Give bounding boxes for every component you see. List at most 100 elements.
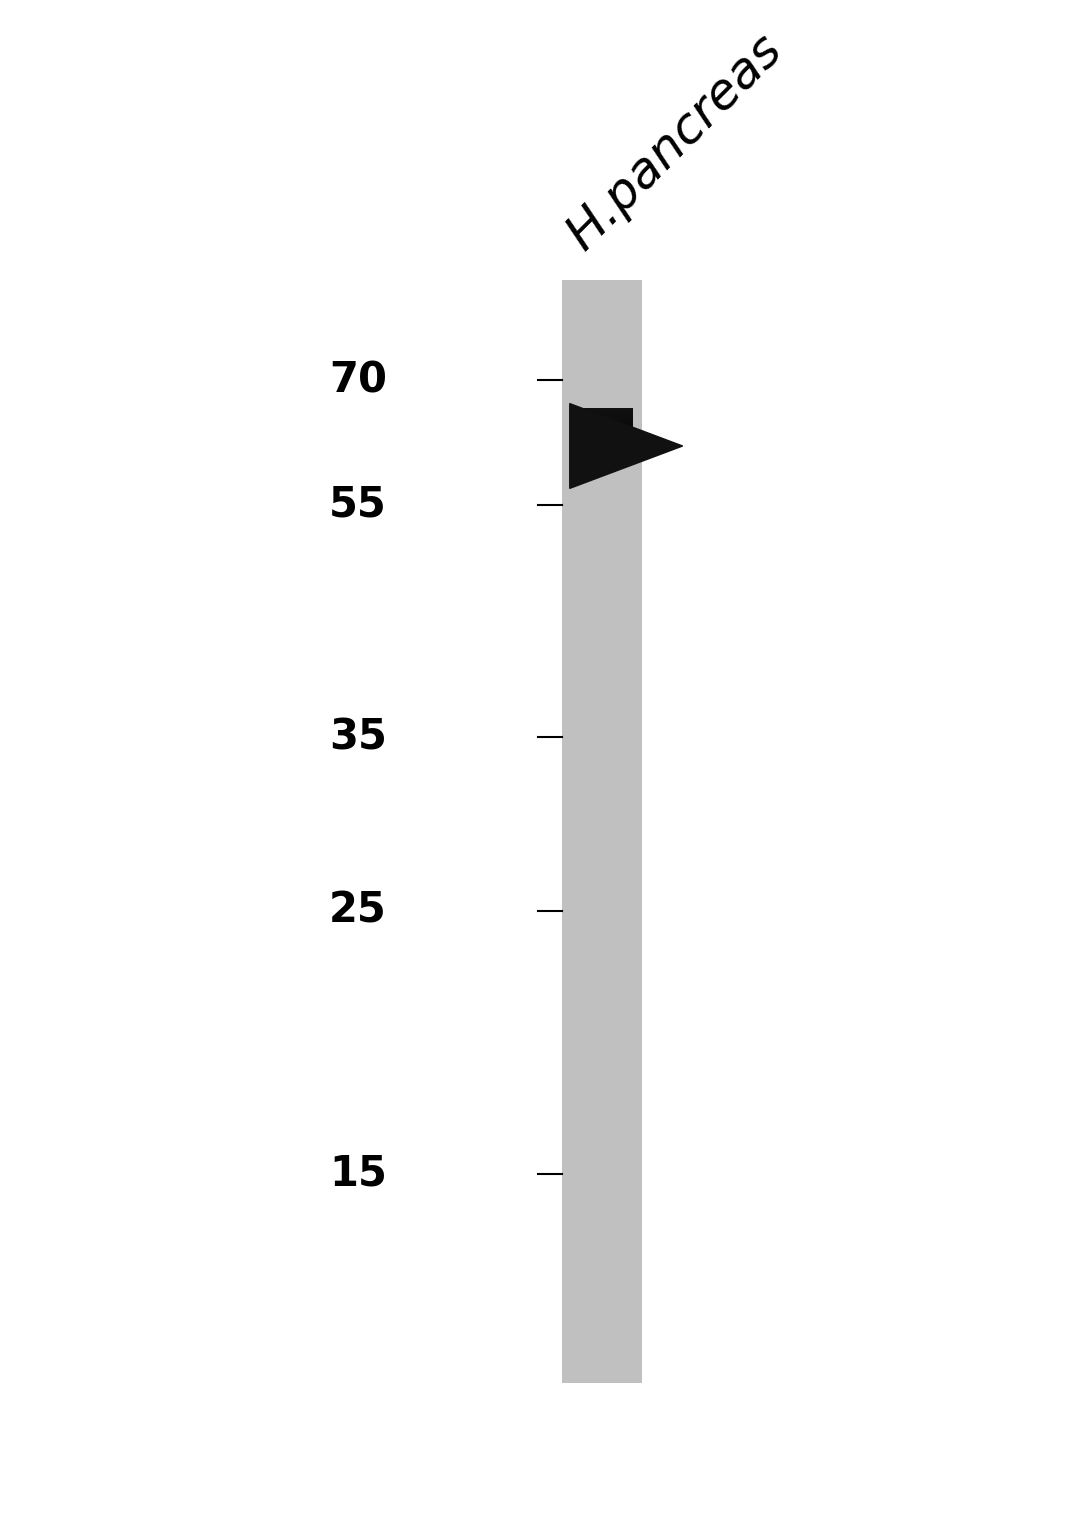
Bar <box>571 431 633 433</box>
Bar <box>571 422 633 424</box>
Bar <box>571 434 633 436</box>
Bar <box>562 1120 643 1135</box>
Bar <box>562 956 643 969</box>
Bar <box>562 597 643 611</box>
Bar <box>562 488 643 501</box>
Bar <box>562 625 643 639</box>
Bar <box>571 408 633 410</box>
Bar <box>562 666 643 680</box>
Bar <box>562 901 643 914</box>
Bar <box>562 460 643 474</box>
Bar <box>571 433 633 434</box>
Bar <box>562 776 643 791</box>
Text: 70: 70 <box>329 360 387 401</box>
Bar <box>562 584 643 597</box>
Polygon shape <box>570 404 683 488</box>
Bar <box>571 408 633 462</box>
Bar <box>571 457 633 460</box>
Bar <box>562 445 643 460</box>
Text: 25: 25 <box>329 890 387 931</box>
Text: 35: 35 <box>329 716 387 759</box>
Bar <box>571 436 633 439</box>
Bar <box>562 969 643 983</box>
Bar <box>562 1245 643 1259</box>
Bar <box>562 1079 643 1093</box>
Bar <box>562 1327 643 1341</box>
Bar <box>571 421 633 422</box>
Bar <box>571 453 633 454</box>
Bar <box>562 1065 643 1079</box>
Bar <box>562 431 643 445</box>
Bar <box>562 1149 643 1163</box>
Bar <box>562 639 643 652</box>
Bar <box>562 570 643 584</box>
Bar <box>562 1190 643 1204</box>
Bar <box>562 474 643 488</box>
Bar <box>571 425 633 428</box>
Bar <box>562 1231 643 1245</box>
Bar <box>562 515 643 529</box>
Bar <box>562 280 643 1382</box>
Text: 55: 55 <box>329 483 387 526</box>
Bar <box>562 1286 643 1300</box>
Bar <box>571 410 633 411</box>
Bar <box>562 418 643 431</box>
Bar <box>562 721 643 735</box>
Bar <box>562 1177 643 1190</box>
Bar <box>571 450 633 451</box>
Text: H.pancreas: H.pancreas <box>557 26 791 259</box>
Bar <box>562 1135 643 1149</box>
Bar <box>562 791 643 805</box>
Bar <box>571 411 633 413</box>
Bar <box>571 419 633 421</box>
Bar <box>562 1024 643 1038</box>
Bar <box>571 439 633 440</box>
Bar <box>562 680 643 693</box>
Bar <box>562 543 643 556</box>
Bar <box>562 556 643 570</box>
Bar <box>562 1204 643 1218</box>
Bar <box>562 846 643 860</box>
Bar <box>562 376 643 390</box>
Bar <box>562 707 643 721</box>
Bar <box>571 415 633 416</box>
Bar <box>562 1093 643 1106</box>
Bar <box>571 456 633 457</box>
Bar <box>571 430 633 431</box>
Bar <box>571 440 633 442</box>
Bar <box>562 529 643 543</box>
Bar <box>562 942 643 956</box>
Bar <box>562 308 643 322</box>
Bar <box>562 1314 643 1327</box>
Bar <box>562 322 643 335</box>
Bar <box>562 652 643 666</box>
Bar <box>562 873 643 887</box>
Text: 15: 15 <box>329 1152 387 1195</box>
Bar <box>571 413 633 415</box>
Bar <box>562 1106 643 1120</box>
Bar <box>562 1038 643 1052</box>
Bar <box>562 1273 643 1286</box>
Bar <box>571 442 633 443</box>
Bar <box>562 818 643 832</box>
Bar <box>562 390 643 404</box>
Bar <box>562 335 643 349</box>
Bar <box>562 501 643 515</box>
Bar <box>562 363 643 376</box>
Bar <box>562 1163 643 1177</box>
Bar <box>562 805 643 818</box>
Bar <box>562 404 643 418</box>
Bar <box>562 1300 643 1314</box>
Bar <box>562 762 643 776</box>
Bar <box>571 454 633 456</box>
Bar <box>562 1341 643 1355</box>
Bar <box>562 1010 643 1024</box>
Bar <box>571 443 633 445</box>
Bar <box>562 914 643 928</box>
Bar <box>562 1355 643 1369</box>
Bar <box>562 611 643 625</box>
Bar <box>562 1052 643 1065</box>
Bar <box>571 416 633 419</box>
Bar <box>562 735 643 748</box>
Bar <box>571 447 633 450</box>
